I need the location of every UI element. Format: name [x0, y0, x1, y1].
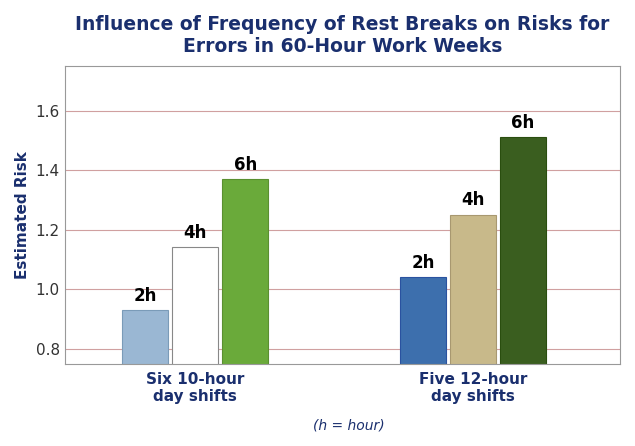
Title: Influence of Frequency of Rest Breaks on Risks for
Errors in 60-Hour Work Weeks: Influence of Frequency of Rest Breaks on… — [75, 15, 610, 56]
Text: 6h: 6h — [511, 114, 535, 132]
Bar — [122, 310, 168, 446]
Bar — [172, 248, 218, 446]
Y-axis label: Estimated Risk: Estimated Risk — [15, 151, 30, 279]
Text: 2h: 2h — [133, 287, 157, 305]
Text: (h = hour): (h = hour) — [314, 419, 385, 433]
Text: 2h: 2h — [411, 254, 434, 272]
Text: 4h: 4h — [461, 191, 485, 209]
Bar — [222, 179, 268, 446]
Text: 4h: 4h — [184, 224, 207, 242]
Bar — [500, 137, 546, 446]
Text: 6h: 6h — [234, 156, 257, 173]
Bar — [450, 215, 496, 446]
Bar — [400, 277, 446, 446]
